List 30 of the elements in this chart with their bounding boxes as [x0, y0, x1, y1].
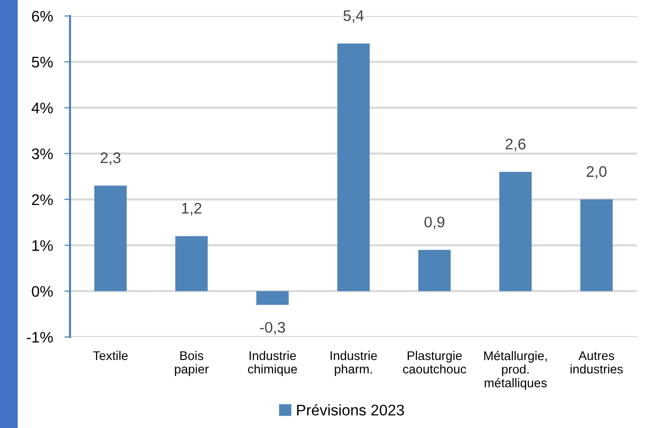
x-tick-label: Textile	[93, 350, 128, 360]
y-tick-label: 5%	[32, 56, 53, 68]
data-label: 2,0	[586, 166, 607, 179]
data-label: 5,4	[343, 10, 364, 23]
bar	[580, 199, 613, 292]
y-tick-label: 2%	[32, 194, 53, 206]
x-tick-label: Industrie chimique	[248, 350, 297, 376]
bar	[175, 236, 208, 292]
y-tick-label: -1%	[26, 332, 53, 343]
bar	[418, 250, 451, 292]
x-tick-label: Industrie pharm.	[330, 350, 377, 376]
bar	[337, 44, 370, 292]
data-label: 2,6	[506, 138, 526, 152]
bar	[94, 186, 127, 292]
y-tick-label: 3%	[32, 148, 53, 160]
legend-label: Prévisions 2023	[297, 404, 404, 416]
bar	[499, 172, 532, 292]
y-tick-label: 6%	[32, 10, 53, 22]
x-tick-label: Métallurgie, prod. métalliques	[484, 350, 547, 390]
data-label: 1,2	[182, 202, 202, 216]
y-tick-label: 0%	[32, 286, 53, 297]
x-tick-label: Bois papier	[174, 350, 209, 376]
data-label: -0,3	[260, 322, 285, 335]
y-tick-label: 1%	[32, 240, 53, 251]
y-tick-label: 4%	[32, 102, 53, 114]
x-tick-label: Plasturgie caoutchouc	[403, 350, 466, 374]
data-label: 0,9	[424, 216, 444, 230]
data-label: 2,3	[100, 152, 120, 166]
bar	[256, 291, 289, 305]
x-tick-label: Autres industries	[570, 351, 623, 374]
